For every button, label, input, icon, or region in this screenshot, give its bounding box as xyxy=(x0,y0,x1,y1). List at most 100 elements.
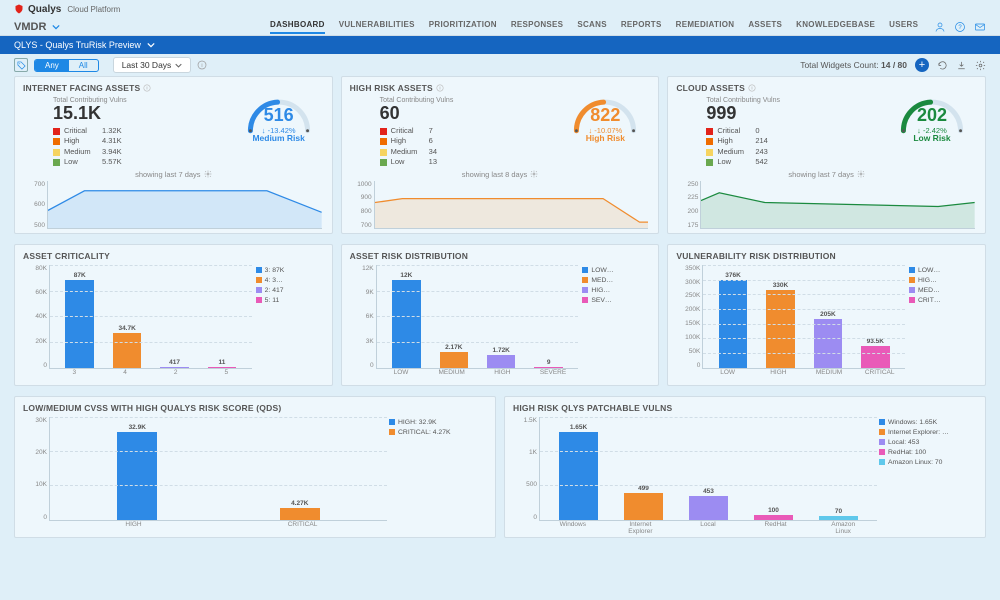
trend-sparkline: 1000900800700 xyxy=(350,181,651,229)
info-icon[interactable]: i xyxy=(748,84,756,92)
nav-tab-knowledgebase[interactable]: KNOWLEDGEBASE xyxy=(796,20,875,34)
legend-item: HIGH: 32.9K xyxy=(389,419,485,427)
svg-text:i: i xyxy=(202,63,203,69)
bar-chart: 12K9K6K3K012K2.17K1.72K9LOWMEDIUMHIGHSEV… xyxy=(350,265,651,381)
legend-item: 3: 87K xyxy=(256,267,322,275)
severity-row: Critical1.32K xyxy=(53,126,230,137)
date-range-dropdown[interactable]: Last 30 Days xyxy=(113,57,192,73)
dashboard-title-bar: QLYS - Qualys TruRisk Preview xyxy=(0,36,1000,54)
user-icon[interactable] xyxy=(934,21,946,33)
logo[interactable]: Qualys Cloud Platform xyxy=(14,4,120,15)
widget-title: HIGH RISK ASSETS i xyxy=(350,83,651,93)
legend-item: 5: 11 xyxy=(256,297,322,305)
bar-chart: 80K60K40K20K087K34.7K4171134253: 87K4: 3… xyxy=(23,265,324,381)
chart-legend: LOW…HIG…MED…CRIT… xyxy=(909,267,975,307)
legend-item: MED… xyxy=(909,287,975,295)
bar: 9 xyxy=(525,359,572,368)
main-nav: VMDR DASHBOARD VULNERABILITIES PRIORITIZAT… xyxy=(0,18,1000,36)
widget-title: HIGH RISK QLYS PATCHABLE VULNS xyxy=(513,403,977,413)
risk-gauge: 202↓ -2.42%Low Risk xyxy=(887,97,977,168)
gear-icon[interactable] xyxy=(530,170,538,178)
dashboard-title: QLYS - Qualys TruRisk Preview xyxy=(14,40,141,50)
widget-title: VULNERABILITY RISK DISTRIBUTION xyxy=(676,251,977,261)
bar: 2.17K xyxy=(430,344,477,368)
top-brand-bar: Qualys Cloud Platform xyxy=(0,0,1000,18)
bar: 87K xyxy=(56,272,103,368)
showing-range: showing last 7 days xyxy=(23,170,324,179)
widget-title: ASSET RISK DISTRIBUTION xyxy=(350,251,651,261)
chart-legend: Windows: 1.65KInternet Explorer: …Local:… xyxy=(879,419,975,469)
gear-icon[interactable] xyxy=(204,170,212,178)
severity-row: Medium34 xyxy=(380,147,557,158)
gauge-label: High Risk xyxy=(560,133,650,143)
legend-item: Internet Explorer: … xyxy=(879,429,975,437)
bar: 1.65K xyxy=(546,424,611,520)
widget-title: INTERNET FACING ASSETS i xyxy=(23,83,324,93)
brand-sub: Cloud Platform xyxy=(67,5,120,14)
widget-asset-criticality: ASSET CRITICALITY 80K60K40K20K087K34.7K41… xyxy=(14,244,333,386)
svg-text:i: i xyxy=(439,86,440,91)
nav-tab-vulnerabilities[interactable]: VULNERABILITIES xyxy=(339,20,415,34)
info-icon[interactable]: i xyxy=(436,84,444,92)
bar: 205K xyxy=(804,311,851,367)
widget-title: CLOUD ASSETS i xyxy=(676,83,977,93)
tag-icon[interactable] xyxy=(14,58,28,72)
severity-row: Medium3.94K xyxy=(53,147,230,158)
chevron-down-icon xyxy=(52,23,60,31)
add-widget-button[interactable]: + xyxy=(915,58,929,72)
legend-item: HIG… xyxy=(582,287,648,295)
widget-title: LOW/MEDIUM CVSS WITH HIGH QUALYS RISK SC… xyxy=(23,403,487,413)
legend-item: LOW… xyxy=(582,267,648,275)
help-icon[interactable]: ? xyxy=(954,21,966,33)
legend-item: RedHat: 100 xyxy=(879,449,975,457)
legend-item: 2: 417 xyxy=(256,287,322,295)
info-icon[interactable]: i xyxy=(143,84,151,92)
product-name: VMDR xyxy=(14,21,46,33)
widget-title: ASSET CRITICALITY xyxy=(23,251,324,261)
bar: 499 xyxy=(611,485,676,519)
severity-row: Critical0 xyxy=(706,126,883,137)
gauge-label: Low Risk xyxy=(887,133,977,143)
nav-tab-users[interactable]: USERS xyxy=(889,20,918,34)
bar: 32.9K xyxy=(56,424,219,520)
info-icon[interactable]: i xyxy=(197,60,207,70)
nav-tab-remediation[interactable]: REMEDIATION xyxy=(676,20,735,34)
bar-chart: 1.5K1K50001.65K49945310070WindowsInterne… xyxy=(513,417,977,533)
gear-icon[interactable] xyxy=(975,60,986,71)
refresh-icon[interactable] xyxy=(937,60,948,71)
nav-tab-assets[interactable]: ASSETS xyxy=(748,20,782,34)
nav-tab-prioritization[interactable]: PRIORITIZATION xyxy=(429,20,497,34)
trend-sparkline: 700600500 xyxy=(23,181,324,229)
pill-all[interactable]: All xyxy=(69,60,98,71)
risk-gauge: 822↓ -10.07%High Risk xyxy=(560,97,650,168)
nav-tab-dashboard[interactable]: DASHBOARD xyxy=(270,20,325,34)
gear-icon[interactable] xyxy=(857,170,865,178)
showing-range: showing last 8 days xyxy=(350,170,651,179)
showing-range: showing last 7 days xyxy=(676,170,977,179)
tcv-value: 15.1K xyxy=(53,104,230,124)
widget-vulnerability-risk-distribution: VULNERABILITY RISK DISTRIBUTION350K300K2… xyxy=(667,244,986,386)
chart-legend: 3: 87K4: 3…2: 4175: 11 xyxy=(256,267,322,307)
bar: 70 xyxy=(806,508,871,520)
severity-row: Low5.57K xyxy=(53,157,230,168)
bar: 12K xyxy=(383,272,430,368)
nav-tab-reports[interactable]: REPORTS xyxy=(621,20,662,34)
svg-text:i: i xyxy=(147,86,148,91)
widget-high-risk-qlys-patchable-vulns: HIGH RISK QLYS PATCHABLE VULNS 1.5K1K5000… xyxy=(504,396,986,538)
download-icon[interactable] xyxy=(956,60,967,71)
bar: 100 xyxy=(741,507,806,520)
product-switcher[interactable]: VMDR xyxy=(14,21,60,33)
severity-row: Medium243 xyxy=(706,147,883,158)
bar: 1.72K xyxy=(478,347,525,367)
legend-item: LOW… xyxy=(909,267,975,275)
chevron-down-icon[interactable] xyxy=(147,41,155,49)
mail-icon[interactable] xyxy=(974,21,986,33)
pill-any[interactable]: Any xyxy=(35,60,69,71)
brand-name: Qualys xyxy=(28,4,61,15)
nav-tab-scans[interactable]: SCANS xyxy=(577,20,607,34)
nav-tab-responses[interactable]: RESPONSES xyxy=(511,20,564,34)
widget-low-medium-cvss-with-high-qualys-risk-score-qds-: LOW/MEDIUM CVSS WITH HIGH QUALYS RISK SC… xyxy=(14,396,496,538)
legend-item: Local: 453 xyxy=(879,439,975,447)
severity-row: Low13 xyxy=(380,157,557,168)
severity-row: High214 xyxy=(706,136,883,147)
